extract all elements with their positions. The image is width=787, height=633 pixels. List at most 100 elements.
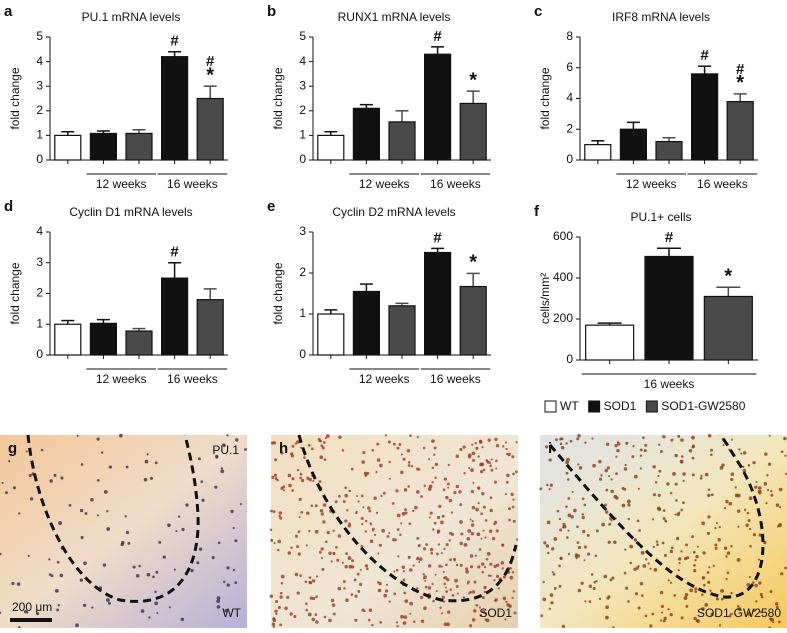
stained-cell: [305, 602, 308, 605]
stained-cell: [408, 522, 412, 526]
stained-cell: [658, 507, 662, 512]
stained-cell: [395, 489, 399, 493]
stained-cell: [715, 597, 719, 601]
stained-cell: [332, 552, 336, 555]
stained-cell: [481, 446, 484, 449]
stained-cell: [483, 585, 487, 590]
stained-cell: [146, 572, 151, 577]
stained-cell: [216, 596, 221, 601]
y-axis-label: fold change: [271, 67, 285, 129]
legend-label: WT: [560, 399, 579, 413]
stained-cell: [414, 505, 418, 510]
stained-cell: [644, 443, 648, 447]
stained-cell: [723, 506, 727, 510]
stained-cell: [419, 595, 424, 600]
stained-cell: [484, 565, 487, 569]
panel-letter: i: [548, 440, 552, 457]
stained-cell: [505, 447, 508, 451]
stained-cell: [345, 598, 349, 603]
stained-cell: [373, 496, 377, 500]
stained-cell: [286, 595, 290, 599]
stained-cell: [388, 477, 391, 480]
stained-cell: [214, 485, 218, 489]
stained-cell: [693, 616, 697, 621]
group-label: SOD1: [479, 606, 512, 620]
stained-cell: [635, 566, 639, 570]
stained-cell: [431, 466, 434, 470]
stained-cell: [434, 476, 437, 479]
stained-cell: [489, 562, 493, 566]
stained-cell: [657, 493, 661, 498]
stained-cell: [402, 570, 406, 573]
stained-cell: [643, 449, 647, 453]
panel-letter: d: [4, 198, 13, 215]
stained-cell: [318, 480, 322, 484]
stained-cell: [315, 595, 318, 599]
stained-cell: [669, 549, 674, 554]
stained-cell: [215, 456, 218, 459]
stained-cell: [504, 493, 507, 496]
stained-cell: [482, 468, 486, 472]
stained-cell: [765, 502, 768, 505]
stained-cell: [90, 497, 94, 502]
stained-cell: [548, 607, 551, 610]
y-tick-label: 0: [566, 152, 573, 166]
stained-cell: [407, 461, 411, 464]
stained-cell: [331, 603, 336, 607]
stained-cell: [640, 594, 644, 597]
bar: [161, 56, 189, 161]
stained-cell: [443, 576, 448, 580]
stained-cell: [470, 523, 475, 527]
stained-cell: [663, 616, 667, 620]
stained-cell: [730, 477, 734, 482]
stained-cell: [420, 495, 423, 498]
stained-cell: [621, 486, 625, 490]
stained-cell: [181, 527, 185, 532]
stained-cell: [685, 604, 689, 608]
stained-cell: [784, 566, 787, 570]
stained-cell: [736, 605, 740, 608]
stained-cell: [482, 529, 485, 532]
bar: [317, 313, 345, 356]
stained-cell: [12, 486, 16, 490]
stained-cell: [459, 447, 463, 452]
stained-cell: [311, 617, 316, 622]
stained-cell: [728, 501, 733, 506]
stained-cell: [652, 465, 656, 469]
stained-cell: [480, 537, 483, 540]
stained-cell: [477, 455, 480, 458]
stained-cell: [565, 505, 568, 508]
stained-cell: [559, 528, 563, 532]
stained-cell: [305, 544, 308, 547]
stained-cell: [604, 503, 608, 507]
stained-cell: [467, 529, 472, 533]
stained-cell: [83, 603, 87, 607]
bar: [352, 290, 380, 356]
stained-cell: [386, 534, 390, 538]
stained-cell: [338, 435, 342, 439]
y-tick-label: 2: [36, 286, 43, 300]
stained-cell: [428, 458, 431, 461]
stained-cell: [29, 497, 34, 501]
y-tick-label: 2: [566, 121, 573, 135]
stained-cell: [784, 454, 787, 457]
stained-cell: [361, 522, 364, 526]
stained-cell: [700, 474, 703, 478]
stained-cell: [639, 467, 642, 470]
stained-cell: [294, 572, 299, 577]
stained-cell: [477, 502, 480, 505]
stained-cell: [656, 543, 659, 547]
bar: [619, 128, 648, 161]
stained-cell: [725, 555, 728, 558]
bar: [388, 305, 416, 356]
stained-cell: [505, 480, 509, 484]
stained-cell: [439, 606, 442, 609]
stained-cell: [702, 583, 706, 587]
stained-cell: [348, 564, 353, 569]
stained-cell: [691, 473, 695, 477]
stained-cell: [549, 483, 553, 487]
stained-cell: [293, 614, 297, 619]
stained-cell: [769, 617, 773, 621]
stained-cell: [364, 530, 368, 533]
stained-cell: [712, 564, 715, 568]
